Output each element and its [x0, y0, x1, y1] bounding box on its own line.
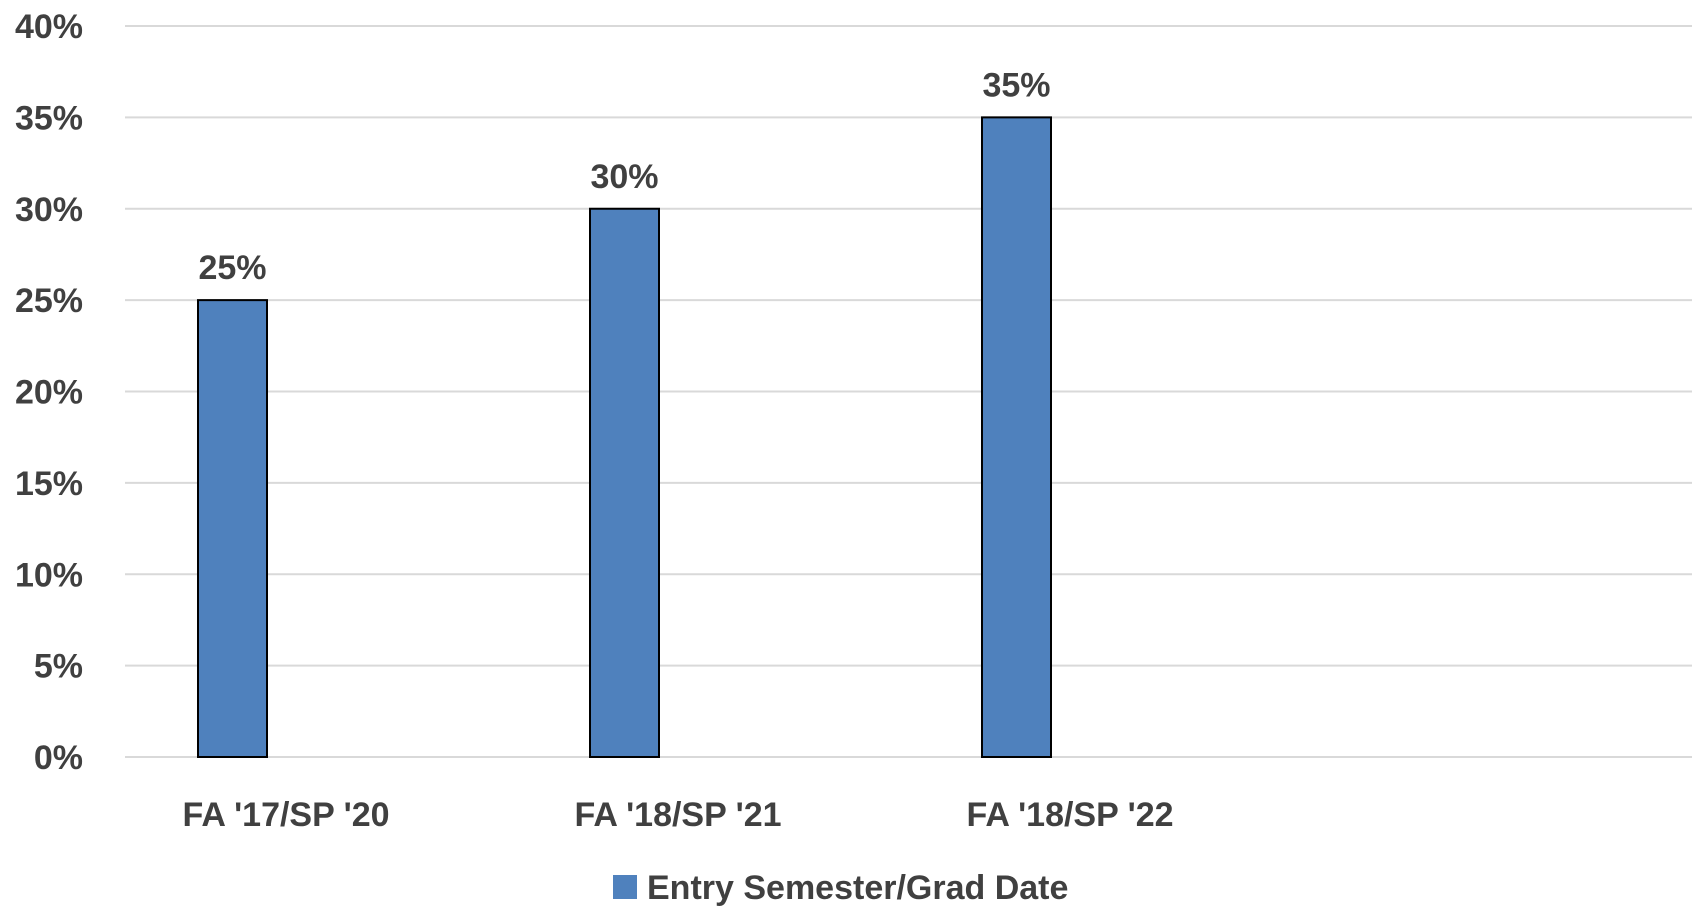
data-label: 35%	[982, 66, 1050, 104]
y-tick-label: 15%	[15, 465, 83, 503]
y-tick-label: 0%	[34, 739, 83, 777]
legend: Entry Semester/Grad Date	[613, 869, 1068, 907]
y-axis-tick-labels: 0% 5% 10% 15% 20% 25% 30% 35% 40%	[15, 8, 83, 777]
y-tick-label: 20%	[15, 374, 83, 412]
x-tick-label: FA '18/SP '21	[574, 796, 781, 834]
gridlines	[125, 25, 1692, 758]
y-tick-label: 40%	[15, 8, 83, 46]
y-tick-label: 5%	[34, 648, 83, 686]
bar	[981, 116, 1052, 758]
bar	[197, 299, 268, 758]
y-tick-label: 25%	[15, 282, 83, 320]
x-axis-category-labels: FA '17/SP '20 FA '18/SP '21 FA '18/SP '22	[182, 796, 1173, 834]
y-tick-label: 30%	[15, 191, 83, 229]
x-tick-label: FA '18/SP '22	[966, 796, 1173, 834]
data-label: 30%	[590, 158, 658, 196]
y-tick-label: 10%	[15, 556, 83, 594]
data-label: 25%	[198, 249, 266, 287]
data-labels: 25% 30% 35%	[198, 66, 1050, 287]
x-tick-label: FA '17/SP '20	[182, 796, 389, 834]
legend-label: Entry Semester/Grad Date	[647, 869, 1068, 906]
legend-swatch	[613, 875, 637, 899]
bars	[197, 116, 1052, 758]
y-tick-label: 35%	[15, 99, 83, 137]
bar	[589, 207, 660, 758]
